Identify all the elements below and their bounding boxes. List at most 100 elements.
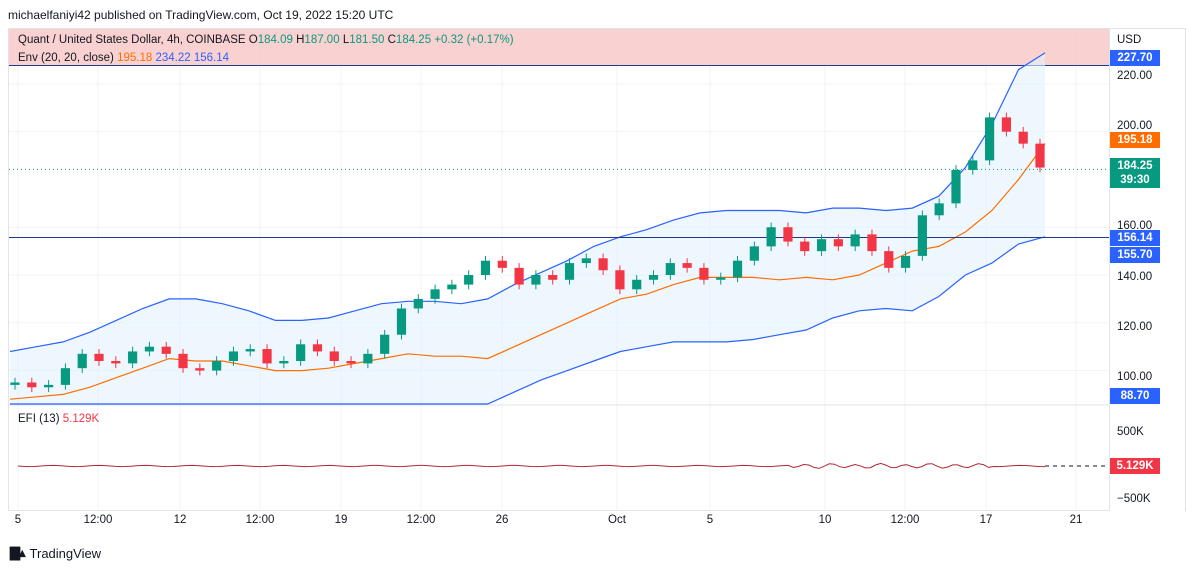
brand-name: TradingView [29, 545, 102, 561]
mid-band-tag: 195.18 [1110, 132, 1160, 148]
last-price-tag: 184.25 39:30 [1110, 158, 1160, 188]
currency-label: USD [1117, 34, 1142, 46]
price-tick: 160.00 [1117, 220, 1153, 232]
candle [531, 275, 541, 285]
candle [60, 368, 71, 385]
candle [480, 260, 491, 276]
price-tick: 140.00 [1117, 271, 1153, 283]
price-tick: 220.00 [1117, 70, 1153, 82]
candle [262, 349, 272, 364]
candle [615, 270, 625, 290]
candle [245, 349, 255, 352]
efi-tick: 500K [1117, 426, 1144, 438]
candle [900, 255, 911, 268]
candle [867, 234, 877, 252]
candle [968, 160, 978, 170]
candle [833, 239, 843, 247]
candle [732, 260, 743, 278]
candle [447, 284, 457, 290]
candle [27, 382, 37, 388]
candle [1018, 131, 1028, 144]
resistance-zone [9, 29, 1109, 66]
price-tick: 200.00 [1117, 120, 1153, 132]
price-axis[interactable] [1110, 28, 1186, 511]
open-value: 184.09 [257, 34, 293, 46]
candle [514, 267, 524, 285]
time-tick: 12:00 [406, 514, 436, 526]
high-label: H [296, 34, 305, 46]
candle [783, 227, 793, 242]
candle [598, 258, 608, 271]
candle [94, 353, 104, 362]
candle [464, 275, 474, 285]
efi-name: EFI (13) [18, 413, 60, 425]
candle [77, 353, 87, 369]
time-tick: 26 [495, 514, 509, 526]
tradingview-brand[interactable]: ▇▴ TradingView [10, 545, 101, 561]
open-label: O [248, 34, 258, 46]
efi-legend[interactable]: EFI (13) 5.129K [18, 413, 99, 425]
lower-envelope-tag: 156.14 [1110, 230, 1160, 246]
close-label: C [387, 34, 396, 46]
price-tick: 120.00 [1117, 321, 1153, 333]
candle [682, 263, 692, 268]
time-tick: 21 [1069, 514, 1083, 526]
time-tick: 17 [979, 514, 993, 526]
last-price-value: 184.25 [1117, 160, 1153, 172]
candle [161, 346, 171, 354]
candle [1001, 117, 1011, 132]
time-tick: 12:00 [83, 514, 113, 526]
candle [984, 117, 995, 161]
upper-band-tag: 227.70 [1110, 50, 1160, 66]
symbol-title: Quant / United States Dollar, 4h, COINBA… [18, 34, 246, 46]
lower-band-tag: 88.70 [1110, 388, 1160, 404]
candle [195, 368, 205, 371]
candle [1035, 143, 1045, 168]
candle [716, 277, 726, 280]
candle [800, 241, 810, 252]
time-tick: 12:00 [890, 514, 920, 526]
horizontal-line-tag: 155.70 [1110, 247, 1160, 263]
candle [363, 353, 373, 364]
candle [884, 251, 894, 268]
candle [934, 203, 944, 216]
candle [10, 382, 20, 385]
candle [581, 258, 591, 264]
candle [564, 263, 575, 280]
candle [413, 298, 423, 309]
candle [951, 169, 961, 204]
candle [816, 239, 827, 252]
candle [648, 275, 659, 280]
candle [44, 384, 54, 388]
efi-tick: −500K [1117, 493, 1151, 505]
symbol-legend: Quant / United States Dollar, 4h, COINBA… [18, 34, 514, 46]
time-tick: 12:00 [245, 514, 275, 526]
time-tick: 19 [334, 514, 348, 526]
candle [111, 361, 121, 364]
tradingview-logo-icon: ▇▴ [10, 545, 26, 560]
low-value: 181.50 [349, 34, 385, 46]
price-tick: 100.00 [1117, 371, 1153, 383]
time-tick: 5 [14, 514, 22, 526]
candle [312, 344, 323, 352]
envelope-fill [10, 52, 1045, 405]
efi-value-tag: 5.129K [1110, 458, 1160, 474]
candle [178, 353, 188, 369]
candle [380, 334, 390, 354]
chart-pane[interactable] [8, 28, 1110, 511]
candle [430, 289, 440, 299]
candle [329, 351, 339, 362]
candle [766, 227, 776, 247]
time-tick: 12 [173, 514, 187, 526]
publish-line: michaelfaniyi42 published on TradingView… [8, 8, 394, 22]
envelope-lower-line [10, 236, 1046, 405]
candle [917, 215, 927, 256]
candle [850, 234, 860, 247]
candle [699, 267, 709, 280]
candle [128, 351, 138, 364]
envelope-legend[interactable]: Env (20, 20, close) 195.18 234.22 156.14 [18, 52, 229, 64]
candle [212, 361, 222, 371]
candle [665, 263, 675, 276]
candle [346, 361, 356, 364]
